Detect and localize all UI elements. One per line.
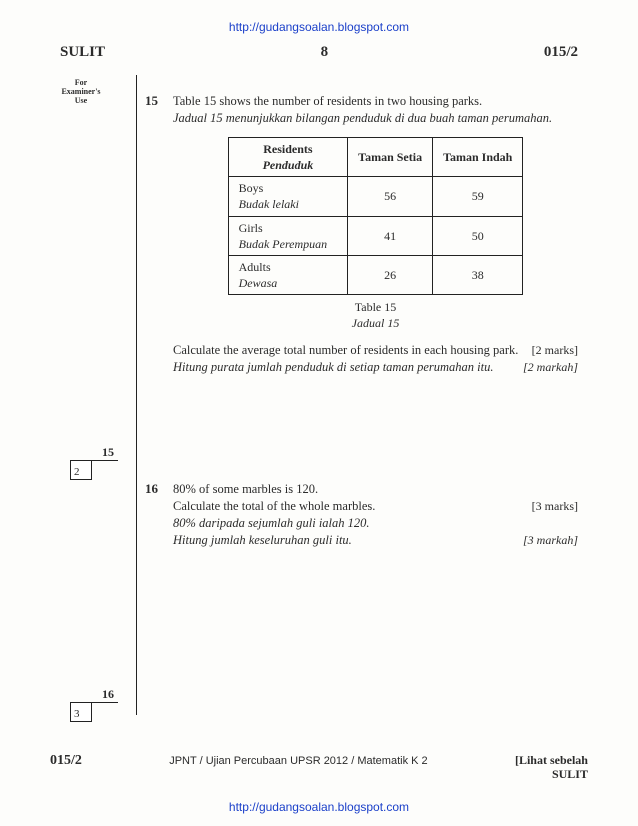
q15-caption: Table 15 Jadual 15 (173, 299, 578, 331)
score-box-q15: 15 2 (70, 445, 118, 480)
content-area: For Examiner's Use 15 2 16 3 15 Table 15… (80, 75, 578, 715)
score-box-q16: 16 3 (70, 687, 118, 722)
table-row: Boys Budak lelaki 56 59 (228, 177, 523, 216)
footer-right: [Lihat sebelah SULIT (515, 754, 588, 782)
source-url-top: http://gudangsoalan.blogspot.com (40, 20, 598, 34)
paper-code-bottom: 015/2 (50, 753, 82, 769)
margin-l3: Use (40, 97, 122, 106)
q16-marks-en: [3 marks] (532, 498, 578, 514)
q16-body: 80% of some marbles is 120. Calculate th… (173, 481, 578, 699)
th-col2: Taman Setia (348, 137, 433, 176)
r3-my: Dewasa (239, 276, 278, 290)
row2-label: Girls Budak Perempuan (228, 216, 348, 255)
q15-text-en: Table 15 shows the number of residents i… (173, 93, 578, 110)
q16-line2-en: Calculate the total of the whole marbles… (173, 498, 375, 515)
th-col1-my: Penduduk (263, 158, 314, 172)
r3c2: 26 (348, 255, 433, 294)
q16-marks-my: [3 markah] (523, 532, 578, 548)
page-number: 8 (321, 44, 329, 61)
q16-line2-row: Calculate the total of the whole marbles… (173, 498, 578, 515)
r1-en: Boys (239, 181, 264, 195)
question-15: 15 Table 15 shows the number of resident… (147, 75, 578, 471)
footer-r2: SULIT (552, 767, 588, 781)
row1-label: Boys Budak lelaki (228, 177, 348, 216)
examiner-use-label: For Examiner's Use (40, 79, 122, 105)
q15-ask-my: Hitung purata jumlah penduduk di setiap … (173, 359, 493, 376)
r2-my: Budak Perempuan (239, 237, 328, 251)
r3c3: 38 (433, 255, 523, 294)
score-qnum-15: 15 (70, 445, 118, 461)
paper-code-top: 015/2 (544, 44, 578, 61)
question-16: 16 80% of some marbles is 120. Calculate… (147, 471, 578, 705)
table-row: Girls Budak Perempuan 41 50 (228, 216, 523, 255)
source-url-bottom: http://gudangsoalan.blogspot.com (0, 800, 638, 814)
q15-body: Table 15 shows the number of residents i… (173, 93, 578, 465)
q15-workspace (173, 375, 578, 465)
q16-line1-en: 80% of some marbles is 120. (173, 481, 578, 498)
q15-marks-en: [2 marks] (532, 342, 578, 358)
th-col1: Residents Penduduk (228, 137, 348, 176)
r3-en: Adults (239, 260, 271, 274)
row3-label: Adults Dewasa (228, 255, 348, 294)
q16-number: 16 (145, 481, 158, 497)
r2-en: Girls (239, 221, 263, 235)
q16-line2-my-row: Hitung jumlah keseluruhan guli itu. [3 m… (173, 532, 578, 549)
th-col3: Taman Indah (433, 137, 523, 176)
score-qnum-16: 16 (70, 687, 118, 703)
th-col1-en: Residents (263, 142, 312, 156)
score-max-15: 2 (70, 460, 92, 480)
score-max-16: 3 (70, 702, 92, 722)
page-header: SULIT 8 015/2 (60, 44, 578, 61)
r1-my: Budak lelaki (239, 197, 299, 211)
r2c3: 50 (433, 216, 523, 255)
exam-page: http://gudangsoalan.blogspot.com SULIT 8… (0, 0, 638, 826)
q15-text-my: Jadual 15 menunjukkan bilangan penduduk … (173, 110, 578, 127)
q15-table: Residents Penduduk Taman Setia Taman Ind… (228, 137, 524, 296)
cap-en: Table 15 (355, 300, 396, 314)
q16-workspace (173, 549, 578, 699)
table-row: Adults Dewasa 26 38 (228, 255, 523, 294)
r1c2: 56 (348, 177, 433, 216)
main-column: 15 Table 15 shows the number of resident… (136, 75, 578, 715)
footer-center: JPNT / Ujian Percubaan UPSR 2012 / Matem… (169, 755, 427, 767)
q16-line2-my: Hitung jumlah keseluruhan guli itu. (173, 532, 352, 549)
q15-number: 15 (145, 93, 158, 109)
page-footer: 015/2 JPNT / Ujian Percubaan UPSR 2012 /… (50, 753, 588, 782)
q15-ask-en-row: Calculate the average total number of re… (173, 342, 578, 359)
r1c3: 59 (433, 177, 523, 216)
q15-marks-my: [2 markah] (523, 359, 578, 375)
footer-r1: [Lihat sebelah (515, 753, 588, 767)
cap-my: Jadual 15 (352, 316, 400, 330)
header-left: SULIT (60, 44, 105, 61)
examiner-margin: For Examiner's Use (70, 75, 122, 105)
q16-line1-my: 80% daripada sejumlah guli ialah 120. (173, 515, 578, 532)
q15-ask-en: Calculate the average total number of re… (173, 342, 518, 359)
q15-ask-my-row: Hitung purata jumlah penduduk di setiap … (173, 359, 578, 376)
r2c2: 41 (348, 216, 433, 255)
